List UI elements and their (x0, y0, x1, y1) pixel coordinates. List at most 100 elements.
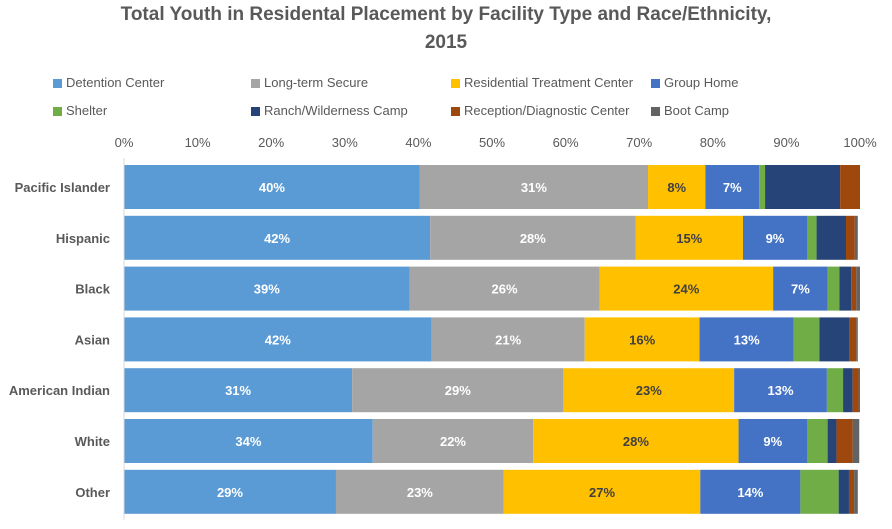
bar-segment (124, 469, 336, 514)
legend-swatch (251, 79, 260, 88)
bar-segment (563, 368, 735, 413)
legend-label: Boot Camp (664, 103, 730, 118)
category-label: American Indian (9, 383, 110, 398)
data-label: 21% (495, 332, 521, 347)
bar-segment (836, 419, 853, 463)
bar-segment (854, 469, 858, 514)
legend-label: Reception/Diagnostic Center (464, 103, 630, 118)
data-label: 29% (217, 485, 243, 500)
bar-segment (700, 469, 801, 514)
bar-segment (827, 266, 840, 311)
x-tick-label: 50% (479, 135, 505, 150)
data-label: 27% (589, 485, 615, 500)
bar-segment (765, 165, 841, 209)
bar-segment (124, 165, 420, 209)
category-label: Hispanic (56, 231, 110, 246)
bar-segment (124, 266, 410, 311)
bar-segment (335, 469, 504, 514)
x-tick-label: 60% (553, 135, 579, 150)
bar-segment (124, 215, 431, 260)
bar-segment (409, 266, 600, 311)
x-tick-label: 40% (405, 135, 431, 150)
bar-segment (854, 215, 858, 260)
bar-segment (849, 317, 857, 362)
data-label: 28% (520, 231, 546, 246)
data-label: 14% (737, 485, 763, 500)
data-label: 23% (636, 383, 662, 398)
bar-segment (124, 368, 353, 413)
bar-segment (826, 368, 844, 413)
bar-segment (807, 215, 817, 260)
bar-segment (819, 317, 850, 362)
data-label: 39% (254, 282, 280, 297)
bar-segment (852, 368, 859, 413)
bar-segment (738, 419, 808, 463)
bar-segment (533, 419, 739, 463)
bar-segment (846, 215, 855, 260)
x-tick-label: 80% (700, 135, 726, 150)
data-label: 7% (723, 180, 742, 195)
x-tick-label: 100% (843, 135, 877, 150)
data-label: 31% (225, 383, 251, 398)
bar-segment (124, 419, 373, 463)
legend-label: Residential Treatment Center (464, 75, 634, 90)
bar-segment (852, 419, 860, 463)
legend-label: Long-term Secure (264, 75, 369, 90)
legend-swatch (451, 107, 460, 116)
category-label: Other (75, 485, 110, 500)
x-tick-label: 90% (773, 135, 799, 150)
bar-segment (742, 215, 808, 260)
bar-segment (839, 266, 852, 311)
bar-segment (848, 469, 855, 514)
bar-segment (773, 266, 828, 311)
bar-segment (124, 317, 432, 362)
bar-segment (584, 317, 700, 362)
data-label: 9% (766, 231, 785, 246)
bar-segment (840, 165, 860, 209)
legend-label: Shelter (66, 103, 108, 118)
x-tick-label: 30% (332, 135, 358, 150)
bar-segment (851, 266, 857, 311)
chart-title-line-1: Total Youth in Residental Placement by F… (120, 4, 772, 25)
category-label: Asian (75, 332, 110, 347)
data-label: 29% (445, 383, 471, 398)
legend-swatch (53, 79, 62, 88)
bar-segment (843, 368, 853, 413)
bar-segment (759, 165, 766, 209)
bar-segment (793, 317, 820, 362)
data-label: 31% (521, 180, 547, 195)
bar-segment (858, 368, 860, 413)
legend-swatch (251, 107, 260, 116)
bar-segment (705, 165, 760, 209)
chart-title-line-2: 2015 (424, 32, 468, 53)
bar-segment (635, 215, 743, 260)
legend-label: Detention Center (66, 75, 165, 90)
data-label: 15% (676, 231, 702, 246)
legend-label: Group Home (664, 75, 739, 90)
data-label: 13% (767, 383, 793, 398)
data-label: 24% (673, 282, 699, 297)
data-label: 42% (265, 332, 291, 347)
data-label: 42% (264, 231, 290, 246)
bar-segment (856, 266, 860, 311)
data-label: 13% (734, 332, 760, 347)
x-tick-label: 0% (115, 135, 134, 150)
data-label: 7% (791, 282, 810, 297)
bar-segment (734, 368, 827, 413)
data-label: 26% (491, 282, 517, 297)
bar-segment (372, 419, 534, 463)
category-label: White (75, 434, 110, 449)
data-label: 40% (259, 180, 285, 195)
bar-segment (431, 317, 585, 362)
x-tick-label: 10% (185, 135, 211, 150)
x-tick-label: 70% (626, 135, 652, 150)
data-label: 34% (235, 434, 261, 449)
bar-segment (599, 266, 774, 311)
bar-segment (816, 215, 847, 260)
bar-segment (699, 317, 794, 362)
data-label: 16% (629, 332, 655, 347)
bar-segment (430, 215, 636, 260)
legend-swatch (651, 79, 660, 88)
